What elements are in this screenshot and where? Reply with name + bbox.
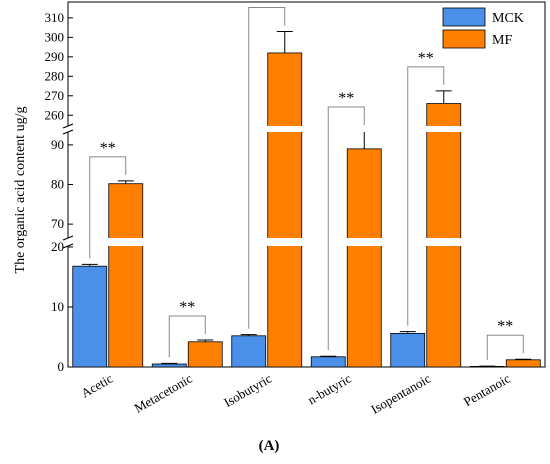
bar-mck-acetic <box>72 265 108 368</box>
y-tick-label: 300 <box>45 29 65 44</box>
bar-mck-isopentanoic <box>390 332 426 368</box>
axis-break-mark <box>62 129 74 135</box>
category-label: Isopentanoic <box>368 370 433 416</box>
significance-label: ** <box>100 140 116 157</box>
category-label: n-butyric <box>305 370 354 407</box>
category-label: Pentanoic <box>461 370 513 409</box>
y-tick-label: 10 <box>51 299 64 314</box>
y-tick-label: 280 <box>45 68 65 83</box>
axis-break-band <box>69 126 544 132</box>
bar-mck-metacetonic <box>151 363 187 368</box>
significance-label: ** <box>418 50 434 67</box>
axis-break-gap <box>65 126 71 132</box>
y-tick-label: 80 <box>51 177 64 192</box>
panel-label: (A) <box>259 438 280 454</box>
significance-label: ** <box>338 90 354 107</box>
significance-bracket <box>168 315 206 358</box>
significance-bracket <box>327 106 365 351</box>
legend-label-mck: MCK <box>492 11 524 26</box>
legend-swatch-mck <box>442 7 486 27</box>
y-tick-label: 70 <box>51 216 64 231</box>
y-tick-label: 290 <box>45 49 65 64</box>
significance-label: ** <box>179 299 195 316</box>
category-label: Isobutyric <box>221 370 274 409</box>
axis-break-band <box>69 238 544 246</box>
significance-label: ** <box>497 318 513 335</box>
y-tick-label: 90 <box>51 137 64 152</box>
y-tick-label: 20 <box>51 239 64 254</box>
bar-mf-pentanoic <box>505 359 541 368</box>
y-tick-label: 270 <box>45 88 65 103</box>
bar-mf-acetic <box>108 183 144 368</box>
bar-mf-n-butyric <box>346 148 382 368</box>
y-tick-label: 310 <box>45 10 65 25</box>
y-tick-label: 0 <box>58 359 65 374</box>
significance-bracket <box>407 66 445 326</box>
axis-break-mark <box>62 235 74 241</box>
legend-swatch-mf <box>442 29 486 49</box>
significance-bracket <box>89 156 127 259</box>
category-label: Metacetonic <box>132 370 195 415</box>
axis-break-mark <box>62 123 74 129</box>
bar-mf-isopentanoic <box>426 103 462 368</box>
significance-bracket <box>486 334 524 361</box>
category-label: Acetic <box>78 370 115 400</box>
significance-bracket <box>248 7 286 329</box>
axis-break-mark <box>62 243 74 249</box>
y-axis-label: The organic acid content ug/g <box>13 107 28 274</box>
axis-break-gap <box>65 238 71 246</box>
bar-mck-n-butyric <box>310 356 346 368</box>
y-tick-label: 260 <box>45 107 65 122</box>
bar-mf-metacetonic <box>187 341 223 368</box>
bar-mck-isobutyric <box>231 335 267 368</box>
legend-label-mf: MF <box>492 33 512 48</box>
significance-label: ** <box>259 0 275 8</box>
bar-mf-isobutyric <box>267 52 303 368</box>
